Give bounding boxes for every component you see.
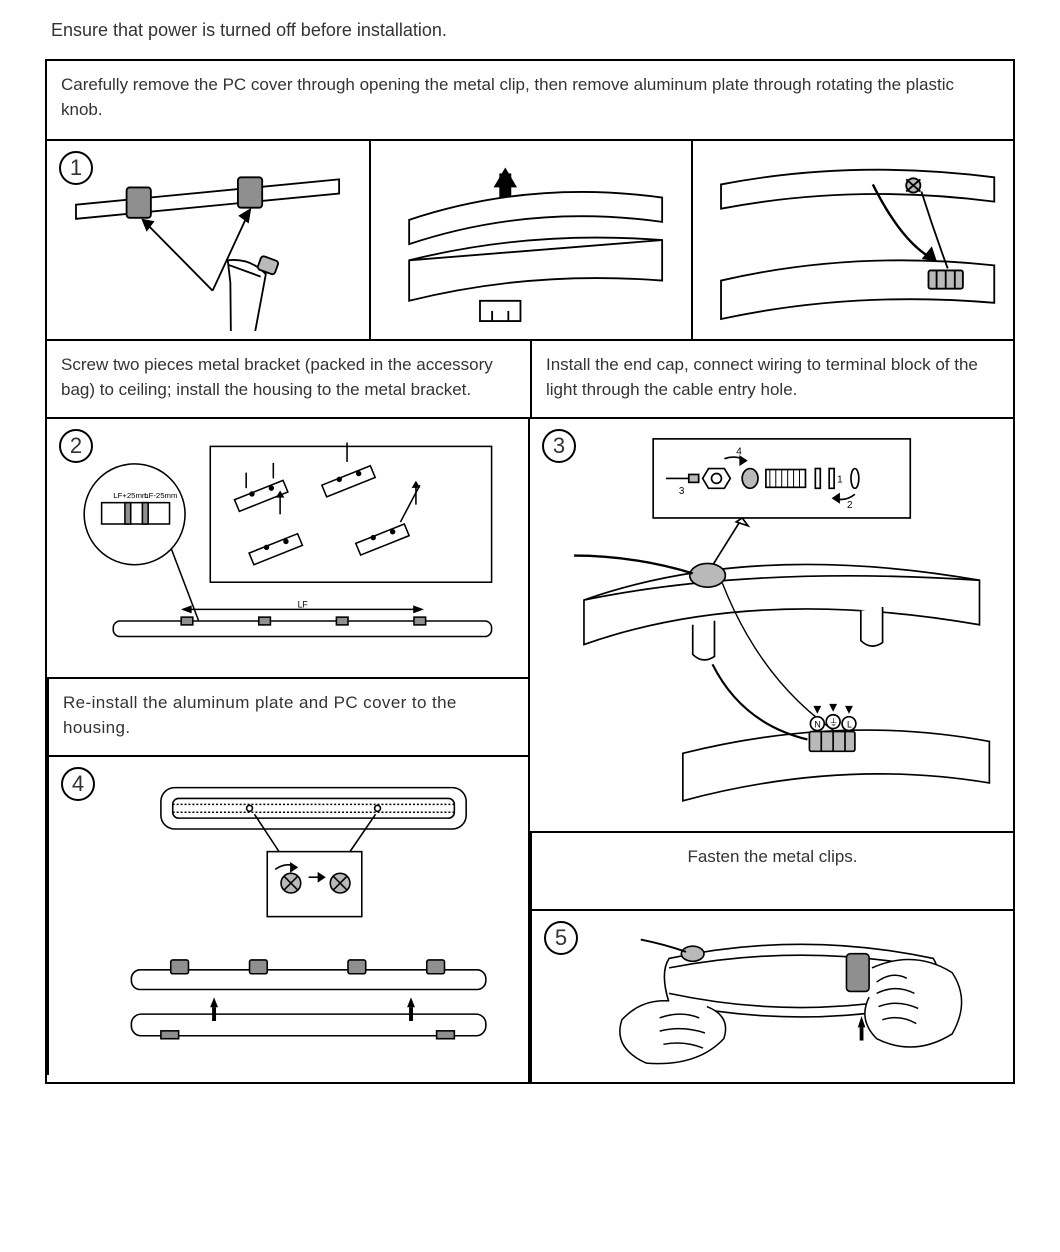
step3-number: 3 <box>542 429 576 463</box>
step3-fig: 3 3 <box>530 417 1013 831</box>
step2-label-span: LF <box>297 599 307 609</box>
step1-number: 1 <box>59 151 93 185</box>
svg-text:1: 1 <box>837 475 843 486</box>
step5-number: 5 <box>544 921 578 955</box>
step5-text: Fasten the metal clips. <box>530 831 1013 909</box>
step1-fig-a: 1 <box>47 139 369 339</box>
step1-fig-b <box>369 139 691 339</box>
svg-text:4: 4 <box>736 447 742 458</box>
step2-label-right: LF-25mm <box>144 491 177 500</box>
step4-number: 4 <box>61 767 95 801</box>
svg-text:N: N <box>814 720 820 730</box>
step4-fig: 4 <box>47 755 528 1075</box>
step1-text: Carefully remove the PC cover through op… <box>47 61 1013 139</box>
step3-text: Install the end cap, connect wiring to t… <box>530 339 1013 417</box>
step4-text: Re-install the aluminum plate and PC cov… <box>47 677 528 755</box>
svg-text:3: 3 <box>679 486 685 497</box>
instruction-table: Carefully remove the PC cover through op… <box>45 59 1015 1084</box>
step2-label-left: LF+25mm <box>113 491 148 500</box>
step2-number: 2 <box>59 429 93 463</box>
step5-fig: 5 <box>530 909 1013 1082</box>
svg-text:L: L <box>847 720 852 730</box>
warning-text: Ensure that power is turned off before i… <box>51 20 1015 41</box>
svg-text:⏚: ⏚ <box>829 718 838 728</box>
svg-text:2: 2 <box>847 500 853 511</box>
step2-fig: 2 LF+25mm LF-25mm <box>47 417 528 677</box>
step1-fig-c <box>691 139 1013 339</box>
step2-text: Screw two pieces metal bracket (packed i… <box>47 339 530 417</box>
